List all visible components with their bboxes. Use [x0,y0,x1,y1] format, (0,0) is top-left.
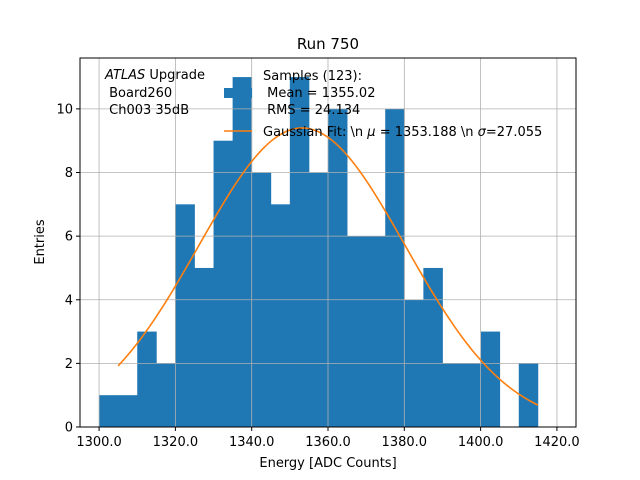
legend-fit-label: Gaussian Fit: \n μ = 1353.188 \n σ=27.05… [263,125,542,140]
legend-samples-label: Samples (123): [263,69,362,84]
atlas-italic: ATLAS [104,68,145,83]
x-tick-label: 1360.0 [305,435,351,450]
histogram-bar [385,108,405,428]
legend: Samples (123): Mean = 1355.02 RMS = 24.1… [224,69,542,140]
x-tick-label: 1340.0 [229,435,275,450]
annotation-line-3: Ch003 35dB [105,103,189,118]
y-axis-label: Entries [33,219,48,265]
legend-bar-swatch [224,88,252,98]
histogram-bar [118,395,138,427]
histogram-bar [99,395,119,427]
gaussian-fit-layer [117,127,539,406]
axis-ticks: 1300.0 1320.0 1340.0 1360.0 1380.0 1400.0 1420… [56,102,579,450]
histogram-bar [156,363,176,427]
x-tick-label: 1400.0 [458,435,504,450]
histogram-bar [366,236,386,427]
histogram-bar [461,363,482,427]
histogram-bar [289,77,310,427]
histogram-bar [518,363,539,427]
fit-mu-symbol: μ [366,125,375,140]
histogram-bar [175,204,195,427]
y-tick-label: 8 [65,166,73,181]
y-tick-label: 6 [65,230,73,245]
gaussian-fit-curve [117,127,539,406]
x-tick-label: 1320.0 [153,435,199,450]
histogram-bar [194,267,214,427]
x-axis-label: Energy [ADC Counts] [259,456,396,471]
annotation-upgrade: Upgrade [145,68,205,83]
fit-sigma-symbol: σ [478,125,487,140]
x-tick-label: 1300.0 [76,435,122,450]
histogram-bar [270,204,291,427]
y-tick-label: 4 [65,293,73,308]
fit-label-prefix: Gaussian Fit: \n [263,125,367,140]
histogram-bar [347,236,367,427]
legend-rms-label: RMS = 24.134 [263,103,360,118]
annotation-line-1: ATLAS Upgrade [104,68,205,83]
y-tick-label: 0 [65,421,73,436]
histogram-bar [137,331,157,427]
y-tick-label: 2 [65,357,73,372]
histogram-bar [232,77,253,427]
histogram-bar [480,331,501,427]
legend-mean-label: Mean = 1355.02 [263,86,375,101]
fit-sigma-text: =27.055 [486,125,542,140]
chart-title: Run 750 [297,35,359,53]
fit-mu-text: = 1353.188 \n [376,125,478,140]
x-tick-label: 1380.0 [382,435,428,450]
histogram-bar [328,108,348,428]
histogram-bar [213,140,234,427]
x-tick-label: 1420.0 [534,435,580,450]
y-tick-label: 10 [56,102,73,117]
annotation-line-2: Board260 [105,86,172,101]
histogram-bar [442,363,462,427]
histogram-bar [423,267,443,427]
annotation-text: ATLAS Upgrade Board260 Ch003 35dB [104,68,205,118]
